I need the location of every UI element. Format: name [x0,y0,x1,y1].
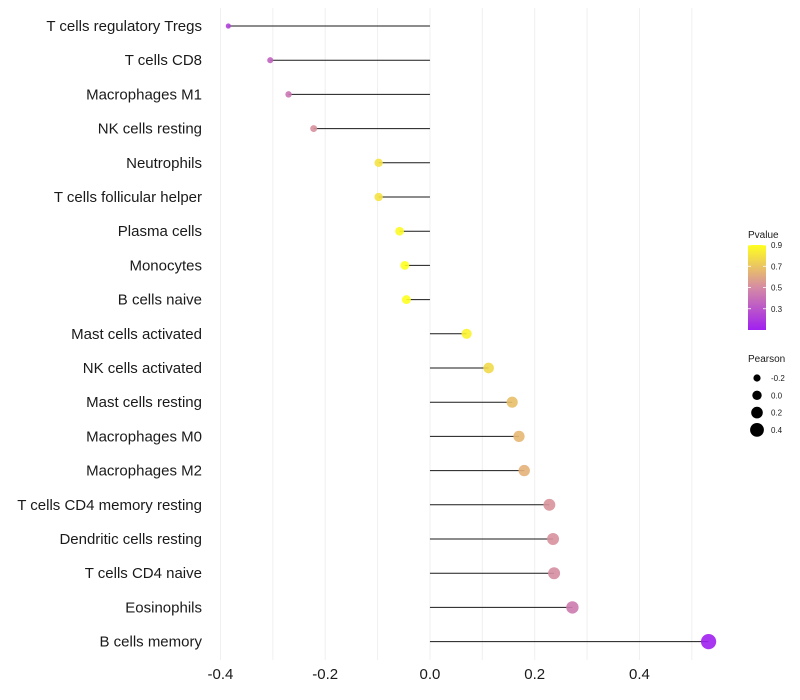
lollipop-point [400,260,410,270]
x-axis-ticks: -0.4 -0.2 0.0 0.2 0.4 [208,666,650,683]
y-axis-label: Mast cells activated [71,326,202,343]
size-legend-point [751,406,763,419]
x-tick-label: -0.4 [208,666,234,683]
y-axis-label: T cells regulatory Tregs [46,18,202,35]
x-tick-label: 0.0 [420,666,441,683]
y-axis-label: T cells CD4 naive [85,565,202,582]
y-axis-label: T cells CD8 [125,52,202,69]
y-axis-label: Mast cells resting [86,394,202,411]
y-axis-label: T cells follicular helper [54,189,202,206]
lollipop-point [267,57,274,64]
colorbar-tick-label: 0.5 [771,284,783,293]
y-axis-label: Macrophages M1 [86,86,202,103]
lollipop-point [543,498,556,511]
y-axis-label: NK cells activated [83,360,202,377]
grid-lines [219,8,693,660]
lollipop-point [483,362,494,374]
size-legend-label: 0.4 [771,426,783,435]
lollipop-point [506,396,518,408]
colorbar-tick-label: 0.9 [771,241,783,250]
y-axis-label: B cells memory [99,634,202,651]
y-axis-label: Eosinophils [125,599,202,616]
y-axis-labels: T cells regulatory Tregs T cells CD8 Macro… [17,18,202,651]
y-axis-label: Dendritic cells resting [59,531,202,548]
y-axis-label: Plasma cells [118,223,202,240]
lollipop-point [566,601,579,614]
size-legend-point [753,374,761,382]
y-axis-label: Neutrophils [126,155,202,172]
x-tick-label: 0.4 [629,666,650,683]
y-axis-label: T cells CD4 memory resting [17,497,202,514]
lollipop-point [401,295,411,305]
pvalue-legend: Pvalue 0.3 0.5 0.7 0.9 [748,230,783,330]
lollipop-point [374,158,383,167]
lollipop-point [461,328,472,339]
colorbar-tick-label: 0.7 [771,262,783,271]
lollipop-points [225,23,717,650]
pearson-legend: Pearson -0.2 0.0 0.2 0.4 [748,354,785,437]
lollipop-point [547,533,560,545]
y-axis-label: Monocytes [129,257,202,274]
lollipop-point [374,192,383,202]
pearson-legend-title: Pearson [748,354,785,365]
size-legend-label: 0.2 [771,409,783,418]
size-legend-point [750,423,764,437]
y-axis-label: Macrophages M0 [86,428,202,445]
lollipop-point [513,430,525,443]
lollipop-point [225,23,231,29]
lollipop-point [395,226,404,236]
size-legend-label: -0.2 [771,374,785,383]
pvalue-legend-title: Pvalue [748,230,779,241]
y-axis-label: NK cells resting [98,121,202,138]
x-tick-label: -0.2 [312,666,338,683]
lollipop-point [518,464,530,477]
colorbar-tick-label: 0.3 [771,305,783,314]
lollipop-point [285,91,292,98]
pvalue-colorbar [748,245,766,330]
lollipop-point [548,567,561,580]
y-axis-label: B cells naive [118,292,202,309]
size-legend-label: 0.0 [771,391,783,400]
y-axis-label: Macrophages M2 [86,463,202,480]
lollipop-point [700,633,717,650]
lollipop-stems [228,25,709,643]
lollipop-point [310,125,318,133]
size-legend-point [752,390,762,400]
x-tick-label: 0.2 [524,666,545,683]
